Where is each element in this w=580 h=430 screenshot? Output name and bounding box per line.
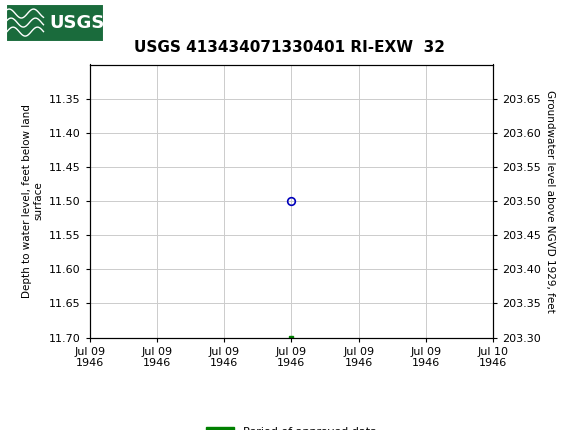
Bar <box>6 3 104 42</box>
Y-axis label: Depth to water level, feet below land
surface: Depth to water level, feet below land su… <box>22 104 44 298</box>
Legend: Period of approved data: Period of approved data <box>202 422 381 430</box>
Text: USGS 413434071330401 RI-EXW  32: USGS 413434071330401 RI-EXW 32 <box>135 40 445 55</box>
Text: USGS: USGS <box>49 14 104 31</box>
Y-axis label: Groundwater level above NGVD 1929, feet: Groundwater level above NGVD 1929, feet <box>545 89 555 313</box>
